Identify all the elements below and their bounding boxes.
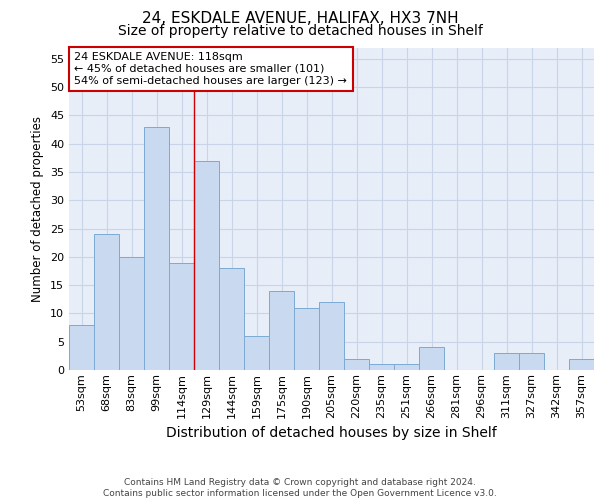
Bar bbox=[569, 358, 594, 370]
Bar bbox=[494, 353, 519, 370]
Bar bbox=[519, 353, 544, 370]
Bar bbox=[394, 364, 419, 370]
Text: 24, ESKDALE AVENUE, HALIFAX, HX3 7NH: 24, ESKDALE AVENUE, HALIFAX, HX3 7NH bbox=[142, 11, 458, 26]
Bar bbox=[69, 324, 94, 370]
Bar bbox=[119, 257, 144, 370]
Text: 24 ESKDALE AVENUE: 118sqm
← 45% of detached houses are smaller (101)
54% of semi: 24 ESKDALE AVENUE: 118sqm ← 45% of detac… bbox=[74, 52, 347, 86]
Bar bbox=[369, 364, 394, 370]
Bar bbox=[194, 160, 219, 370]
Bar bbox=[94, 234, 119, 370]
Bar bbox=[344, 358, 369, 370]
Bar bbox=[319, 302, 344, 370]
Bar bbox=[419, 348, 444, 370]
Bar bbox=[294, 308, 319, 370]
Bar bbox=[219, 268, 244, 370]
Y-axis label: Number of detached properties: Number of detached properties bbox=[31, 116, 44, 302]
Bar bbox=[269, 291, 294, 370]
Text: Size of property relative to detached houses in Shelf: Size of property relative to detached ho… bbox=[118, 24, 482, 38]
Bar bbox=[144, 126, 169, 370]
X-axis label: Distribution of detached houses by size in Shelf: Distribution of detached houses by size … bbox=[166, 426, 497, 440]
Bar bbox=[169, 262, 194, 370]
Text: Contains HM Land Registry data © Crown copyright and database right 2024.
Contai: Contains HM Land Registry data © Crown c… bbox=[103, 478, 497, 498]
Bar bbox=[244, 336, 269, 370]
